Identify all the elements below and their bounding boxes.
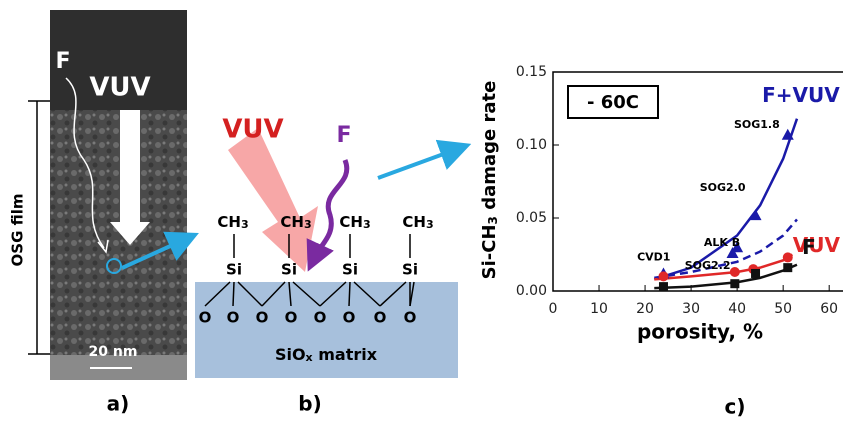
vuv-beam <box>228 128 318 272</box>
panel-label: b) <box>298 392 321 416</box>
annotation: - 60C <box>587 92 639 113</box>
matrix-text: SiO <box>275 345 306 364</box>
silicon: Si <box>281 261 297 279</box>
point-label: SOG1.8 <box>734 118 780 131</box>
y-tick-label: 0.05 <box>516 210 547 226</box>
methyl-text: CH <box>217 213 241 231</box>
silicon: Si <box>402 261 418 279</box>
f-path <box>314 160 347 258</box>
f-label: F <box>336 123 351 148</box>
x-tick-label: 10 <box>590 301 608 317</box>
panel-label: a) <box>107 392 130 416</box>
bond <box>233 282 234 306</box>
vuv-label: VUV <box>222 115 283 145</box>
oxygen: O <box>374 309 387 327</box>
series-label: F <box>802 235 816 259</box>
x-tick-label: 60 <box>820 301 838 317</box>
point-label: SOG2.0 <box>700 181 746 194</box>
marker <box>751 269 760 278</box>
methyl: CH3 <box>217 213 248 232</box>
methyl-sub: 3 <box>304 218 312 231</box>
methyl-sub: 3 <box>363 218 371 231</box>
panel-label: c) <box>725 395 746 419</box>
link-arrow <box>378 148 460 178</box>
x-tick-label: 20 <box>636 301 654 317</box>
bond <box>349 282 350 306</box>
matrix-label: SiOx matrix <box>275 345 378 365</box>
methyl-text: CH <box>402 213 426 231</box>
sem-film <box>50 110 187 355</box>
series-label: VUV <box>793 233 841 257</box>
methyl-sub: 3 <box>426 218 434 231</box>
oxygen: O <box>314 309 327 327</box>
y-axis-label-text: damage rate <box>479 81 500 216</box>
methyl: CH3 <box>339 213 370 232</box>
marker <box>783 263 792 272</box>
matrix-text: matrix <box>313 345 378 364</box>
marker <box>659 282 668 291</box>
panel-a: OSG film F VUV 20 nm a) <box>9 10 188 416</box>
x-tick-label: 30 <box>682 301 700 317</box>
oxygen: O <box>404 309 417 327</box>
y-axis-label-sub: 3 <box>486 216 500 224</box>
matrix <box>195 282 458 378</box>
y-tick-label: 0.15 <box>516 64 547 80</box>
silicon: Si <box>342 261 358 279</box>
panel-c: 0.00 0.05 0.10 0.15 0 10 20 30 40 50 60 porosity, %… <box>479 64 843 419</box>
oxygen: O <box>285 309 298 327</box>
scale-label: 20 nm <box>89 344 138 360</box>
oxygen: O <box>227 309 240 327</box>
silicon: Si <box>226 261 242 279</box>
oxygen: O <box>343 309 356 327</box>
marker <box>730 267 740 277</box>
y-axis-label: Si-CH3 damage rate <box>479 81 500 280</box>
methyl-sub: 3 <box>241 218 249 231</box>
methyl-text: CH <box>280 213 304 231</box>
methyl-text: CH <box>339 213 363 231</box>
point-label: SOG2.2 <box>685 259 731 272</box>
vuv-label: VUV <box>89 73 150 103</box>
figure: OSG film F VUV 20 nm a) SiOx matrix VUV … <box>0 0 843 424</box>
x-tick-label: 0 <box>549 301 558 317</box>
y-axis-label-text: Si-CH <box>479 224 500 279</box>
point-label: ALK B <box>704 236 740 249</box>
y-tick-label: 0.10 <box>516 137 547 153</box>
f-label: F <box>55 49 70 74</box>
x-tick-label: 50 <box>774 301 792 317</box>
point-label: CVD1 <box>637 250 670 263</box>
panel-b: SiOx matrix VUV F b) CH3SiCH3SiCH3SiCH3S… <box>195 115 458 416</box>
oxygen: O <box>199 309 212 327</box>
series-label: F+VUV <box>762 83 840 107</box>
marker <box>730 279 739 288</box>
x-axis-label: porosity, % <box>637 320 763 344</box>
marker <box>783 252 793 262</box>
film-label: OSG film <box>9 194 27 267</box>
oxygen: O <box>256 309 269 327</box>
marker <box>658 271 668 281</box>
methyl: CH3 <box>402 213 433 232</box>
matrix-sub: x <box>306 351 313 364</box>
x-tick-label: 40 <box>728 301 746 317</box>
y-tick-label: 0.00 <box>516 283 547 299</box>
